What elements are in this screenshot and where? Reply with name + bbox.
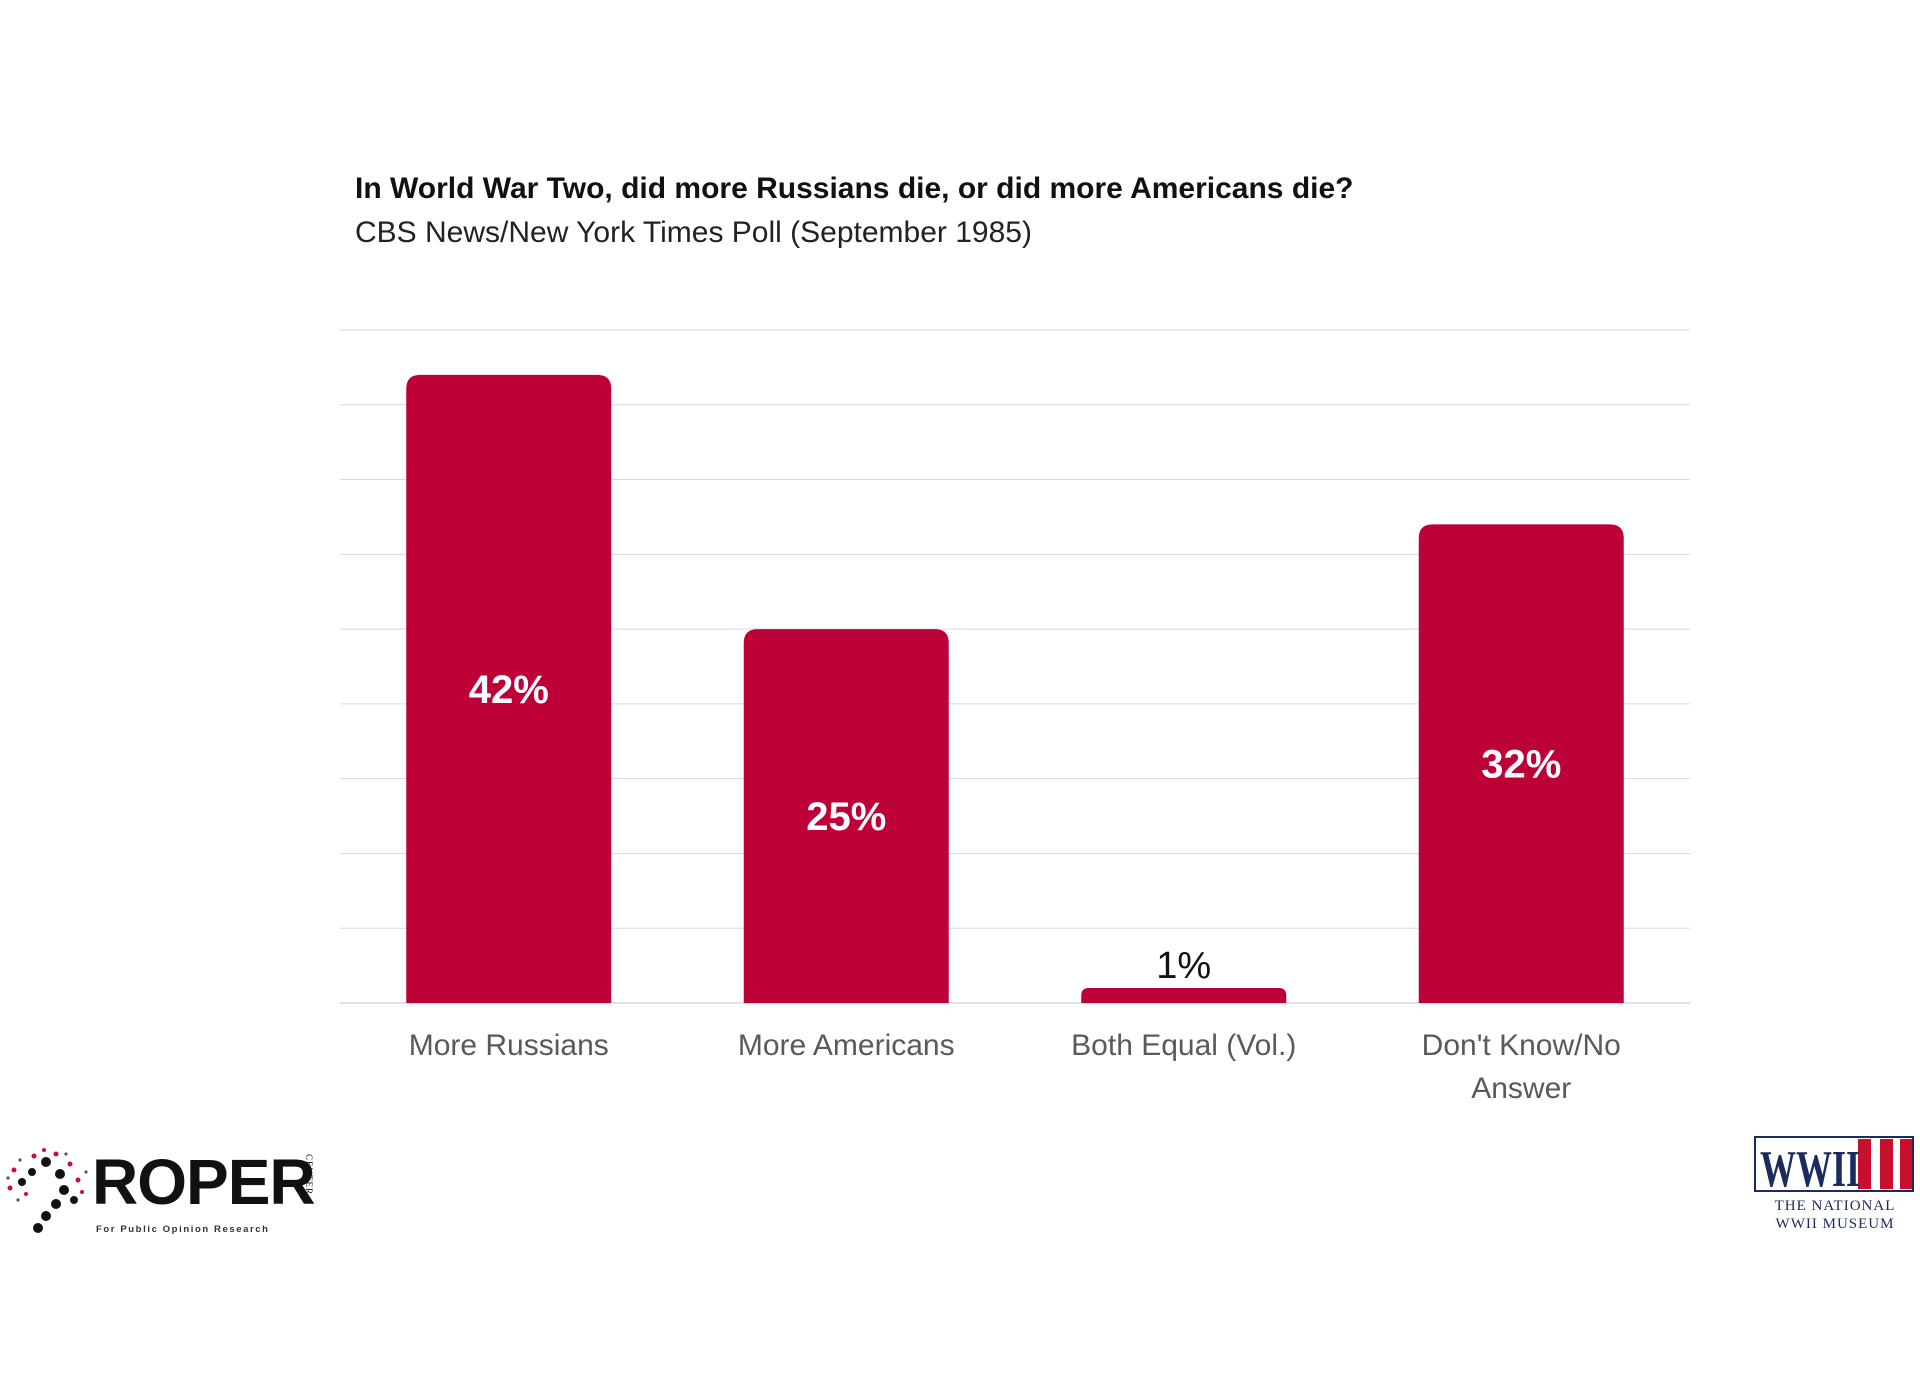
- roper-tagline: For Public Opinion Research: [96, 1224, 270, 1235]
- category-label: Both Equal (Vol.): [1071, 1029, 1296, 1062]
- bar-chart: 42% More Russians 25% More Americans 1% Both …: [340, 329, 1690, 1105]
- category-label: More Russians: [409, 1029, 609, 1062]
- national-wwii-museum-logo: WWII THE NATIONAL WWII MUSEUM: [1754, 1136, 1916, 1238]
- category-label: Don't Know/No: [1422, 1029, 1621, 1062]
- data-label: 25%: [806, 795, 886, 839]
- bar: [1081, 988, 1287, 1003]
- data-label: 1%: [1156, 945, 1211, 987]
- museum-name-line1: THE NATIONAL: [1774, 1198, 1896, 1214]
- data-label: 42%: [469, 668, 549, 712]
- wwii-flag-emblem: WWII: [1754, 1136, 1914, 1196]
- chart-title: In World War Two, did more Russians die,…: [355, 172, 1354, 205]
- museum-wordmark: WWII: [1760, 1141, 1860, 1196]
- roper-wordmark: ROPER: [92, 1146, 316, 1218]
- category-label: More Americans: [738, 1029, 955, 1062]
- roper-center-text: CENTER: [304, 1154, 314, 1195]
- bar: [1418, 524, 1624, 1003]
- roper-center-logo: ROPER CENTER For Public Opinion Research: [4, 1146, 322, 1240]
- bar: [406, 374, 612, 1003]
- category-label: Answer: [1471, 1072, 1571, 1105]
- chart-header: In World War Two, did more Russians die,…: [355, 172, 1655, 250]
- bar: [743, 629, 949, 1003]
- museum-name-line2: WWII MUSEUM: [1775, 1216, 1895, 1232]
- roper-molecule-icon: [6, 1148, 88, 1233]
- chart-subtitle: CBS News/New York Times Poll (September …: [355, 216, 1032, 249]
- data-label: 32%: [1481, 743, 1561, 787]
